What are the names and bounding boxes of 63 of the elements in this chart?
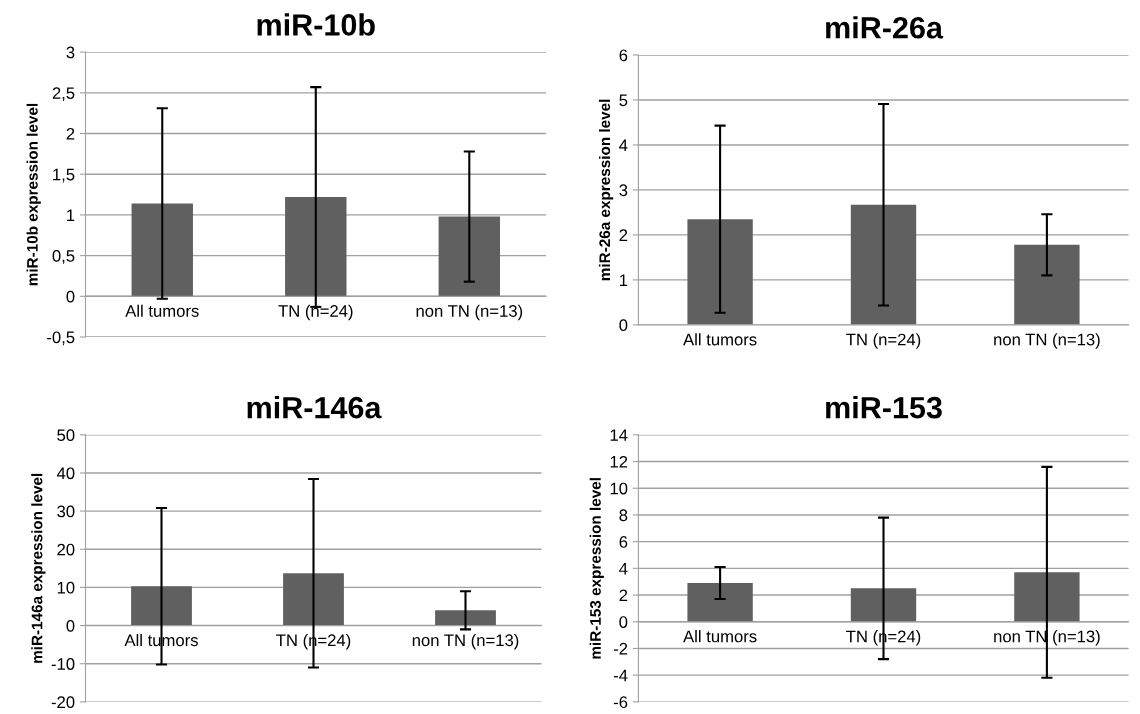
y-tick-label: 2 bbox=[66, 127, 75, 140]
y-tick-label: 10 bbox=[57, 581, 75, 594]
bar bbox=[438, 216, 500, 297]
y-tick-label: 30 bbox=[57, 505, 75, 518]
y-axis-title: miR-26a expression level bbox=[598, 99, 614, 281]
bar bbox=[687, 583, 753, 622]
y-axis-title: miR-153 expression level bbox=[589, 478, 604, 659]
y-axis-title: miR-10b expression level bbox=[26, 103, 41, 286]
y-tick-label: 50 bbox=[57, 429, 75, 442]
x-tick-label: All tumors bbox=[683, 333, 757, 346]
y-tick-label: 4 bbox=[619, 562, 628, 575]
y-tick-label: 12 bbox=[610, 455, 628, 468]
chart-title: miR-146a bbox=[247, 396, 382, 419]
y-tick-label: 2,5 bbox=[52, 87, 75, 101]
chart-title: miR-26a bbox=[826, 16, 944, 39]
y-tick-label: -4 bbox=[613, 669, 628, 682]
y-tick-label: -20 bbox=[51, 696, 75, 709]
y-tick-label: 1,5 bbox=[53, 168, 75, 183]
x-tick-label: TN (n=24) bbox=[278, 304, 353, 321]
y-tick-label: 5 bbox=[619, 94, 628, 107]
bar bbox=[850, 588, 917, 622]
x-tick-label: All tumors bbox=[683, 630, 757, 643]
x-tick-label: TN (n=24) bbox=[846, 333, 921, 349]
y-tick-label: 0 bbox=[619, 319, 628, 332]
y-tick-label: 0 bbox=[619, 616, 628, 628]
bar bbox=[283, 573, 344, 626]
x-tick-label: non TN (n=13) bbox=[416, 304, 523, 321]
y-axis-title: miR-146a expression level bbox=[31, 473, 46, 663]
y-tick-label: 0 bbox=[66, 619, 75, 632]
bar bbox=[131, 203, 193, 297]
y-tick-label: 0 bbox=[66, 290, 75, 303]
bar bbox=[1014, 572, 1080, 622]
y-tick-label: -2 bbox=[613, 642, 628, 655]
y-tick-label: 8 bbox=[619, 509, 628, 522]
y-tick-label: 1 bbox=[67, 209, 75, 221]
y-tick-label: 2 bbox=[619, 229, 628, 241]
x-tick-label: non TN (n=13) bbox=[412, 633, 519, 650]
y-tick-label: 6 bbox=[619, 536, 628, 548]
y-tick-label: 4 bbox=[619, 139, 628, 151]
y-tick-label: 3 bbox=[66, 46, 75, 59]
y-tick-label: 10 bbox=[610, 482, 628, 495]
chart-title: miR-153 bbox=[826, 396, 942, 419]
x-tick-label: non TN (n=13) bbox=[994, 333, 1100, 349]
bar bbox=[285, 197, 347, 297]
bar bbox=[435, 610, 496, 626]
chart-title: miR-10b bbox=[257, 13, 375, 36]
y-tick-label: -6 bbox=[613, 696, 628, 709]
bar bbox=[1014, 244, 1080, 325]
y-tick-label: 14 bbox=[610, 429, 628, 441]
bar bbox=[850, 204, 917, 325]
x-tick-label: All tumors bbox=[125, 304, 199, 317]
y-tick-label: 1 bbox=[619, 274, 628, 286]
y-tick-label: 20 bbox=[57, 543, 75, 556]
y-tick-label: 0,5 bbox=[52, 250, 75, 264]
y-tick-label: 3 bbox=[619, 184, 628, 197]
y-tick-label: 40 bbox=[56, 467, 75, 480]
bar bbox=[131, 586, 192, 626]
bar bbox=[687, 219, 753, 325]
y-tick-label: 6 bbox=[619, 49, 628, 62]
x-tick-label: non TN (n=13) bbox=[994, 630, 1100, 646]
y-tick-label: -0,5 bbox=[47, 331, 75, 346]
y-tick-label: -10 bbox=[51, 658, 75, 670]
y-tick-label: 2 bbox=[619, 589, 628, 602]
